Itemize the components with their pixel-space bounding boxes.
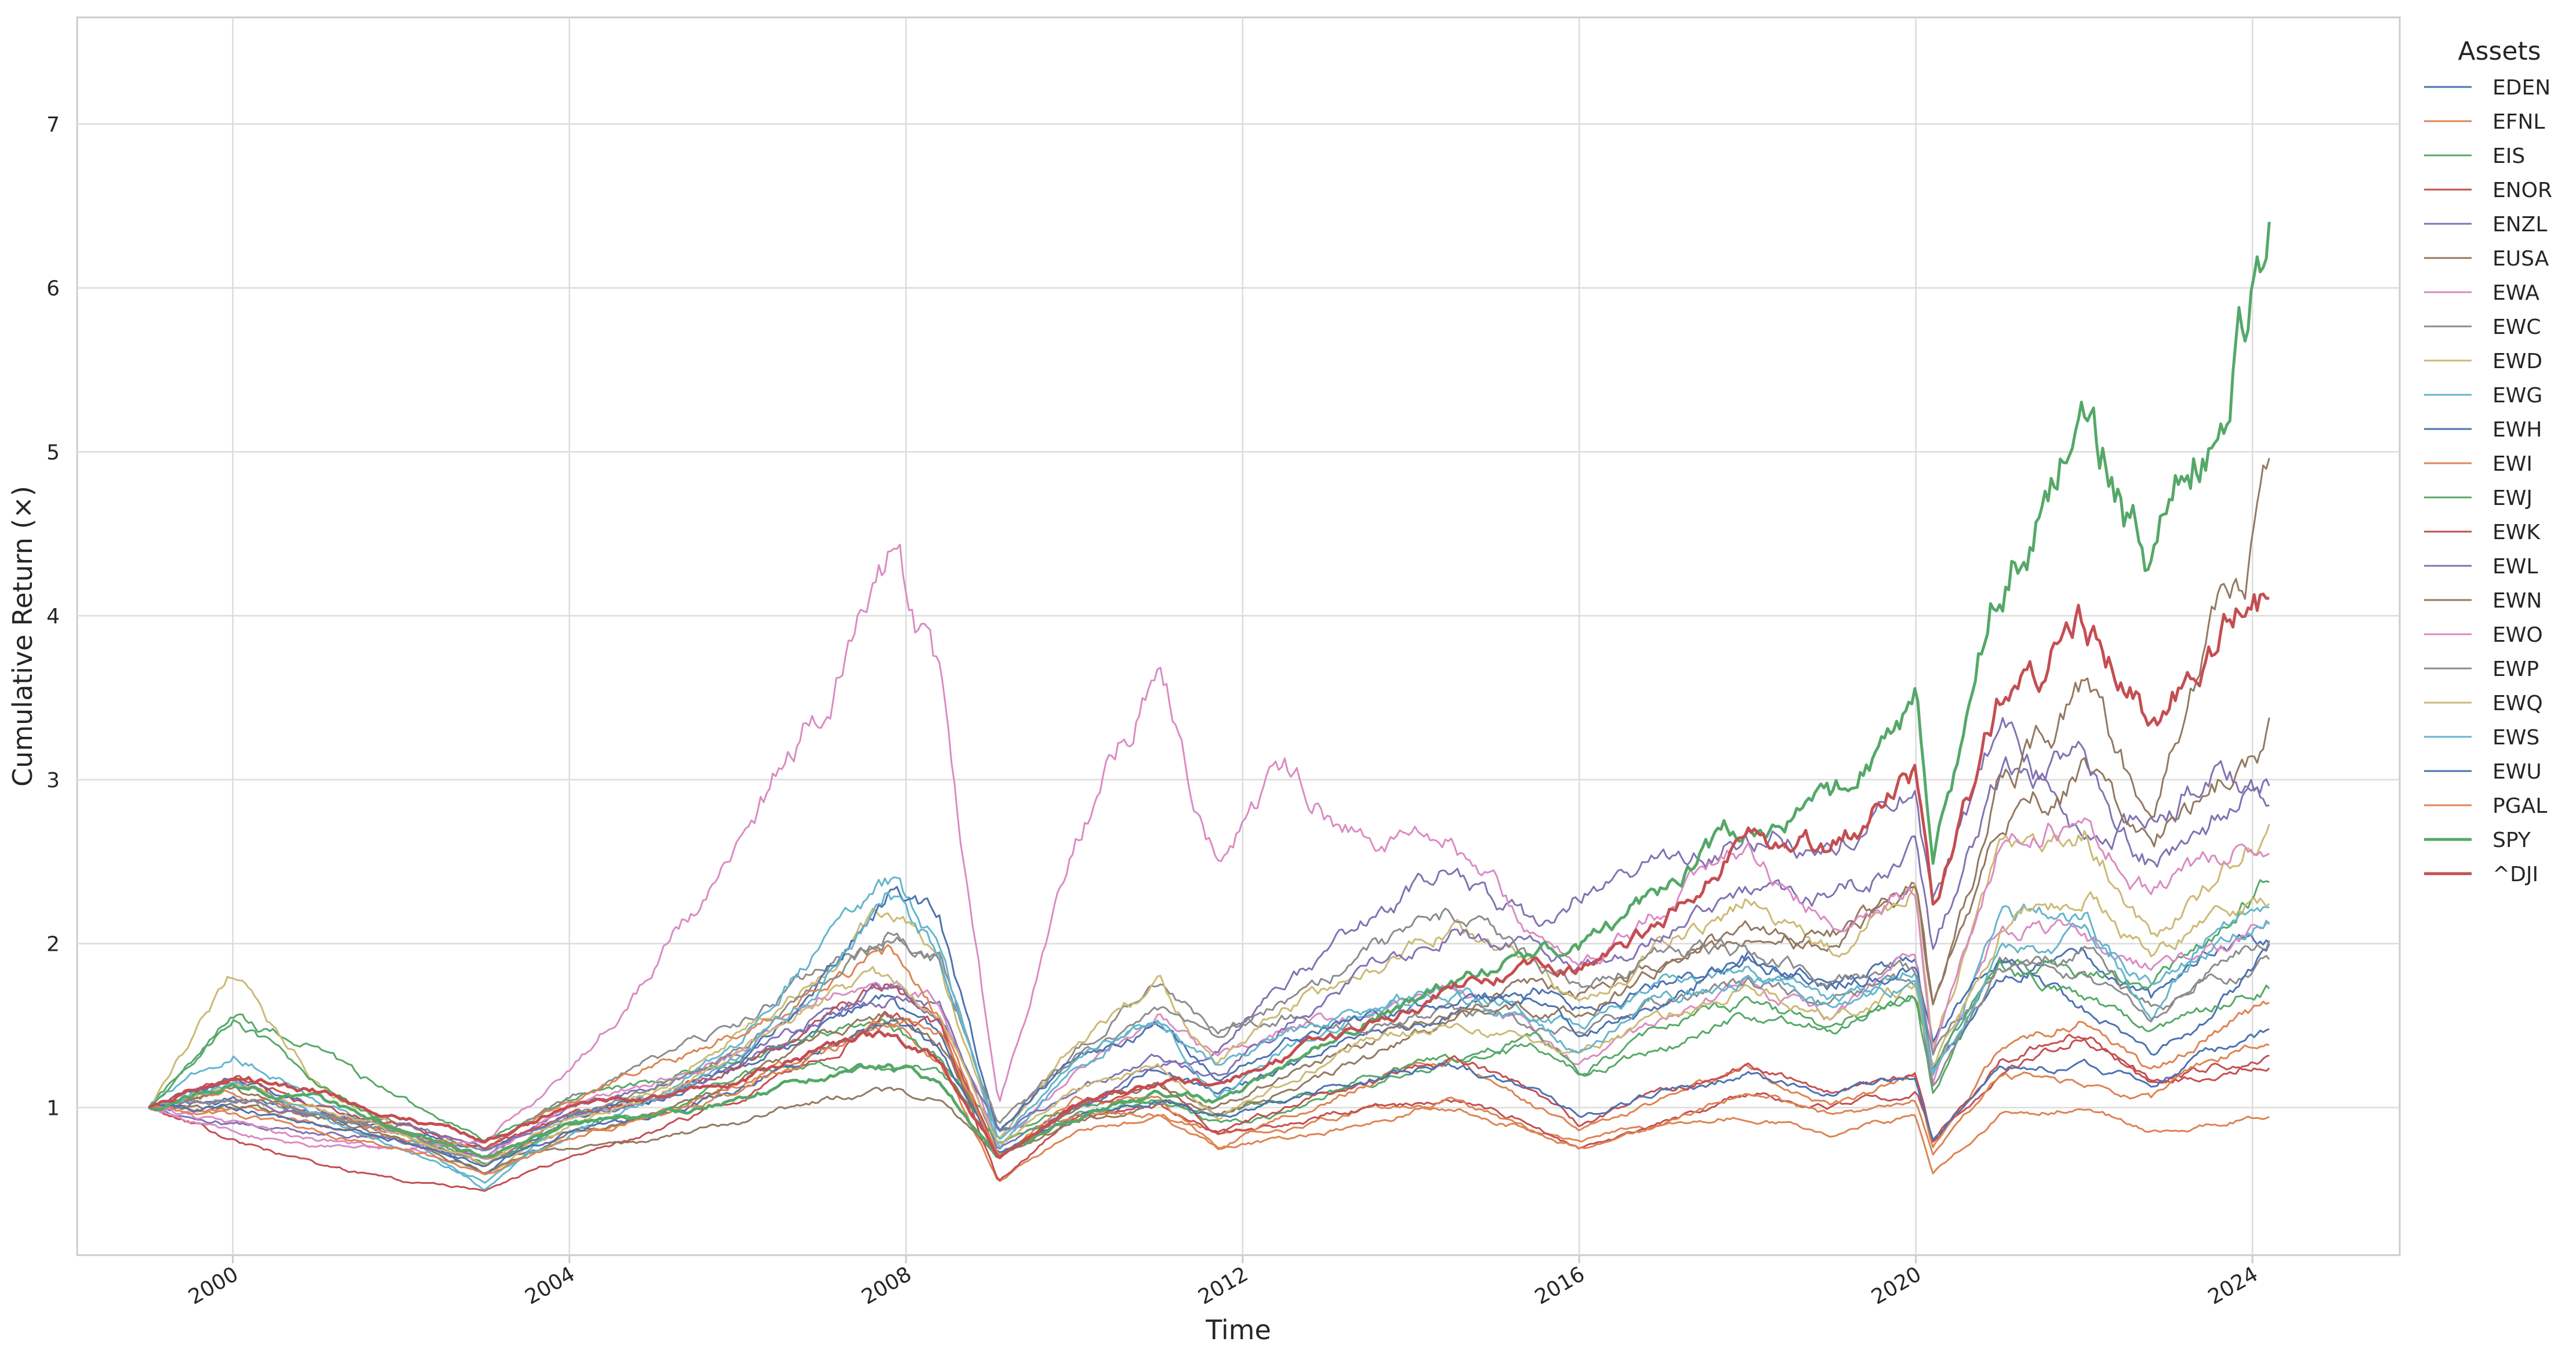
y-tick-label: 5 bbox=[46, 441, 60, 464]
legend-label: EWC bbox=[2492, 315, 2541, 339]
x-tick-label: 2012 bbox=[1194, 1262, 1252, 1309]
y-tick-label: 7 bbox=[46, 113, 60, 137]
legend-label: PGAL bbox=[2492, 794, 2547, 818]
legend-label: EWD bbox=[2492, 350, 2542, 373]
x-tick-label: 2020 bbox=[1867, 1262, 1925, 1309]
x-tick-label: 2016 bbox=[1531, 1262, 1589, 1309]
series-line-ewl bbox=[148, 740, 2270, 1151]
y-axis-ticks: 1 2 3 4 5 6 7 bbox=[46, 113, 60, 1121]
series-line-ewa bbox=[148, 919, 2270, 1160]
legend-label: EFNL bbox=[2492, 110, 2545, 134]
y-tick-label: 1 bbox=[46, 1096, 60, 1120]
grid-lines bbox=[77, 17, 2400, 1255]
legend-label: EWL bbox=[2492, 555, 2538, 579]
legend: Assets EDEN EFNL EIS ENOR ENZL EUSA EWA EWC EWD E… bbox=[2424, 37, 2552, 886]
x-axis-label: Time bbox=[1205, 1314, 1271, 1346]
legend-label: EWK bbox=[2492, 521, 2541, 544]
series-line-ewu bbox=[148, 1019, 2270, 1168]
series-line-ewk bbox=[148, 983, 2270, 1157]
x-tick-label: 2008 bbox=[858, 1262, 916, 1309]
series-line-ewo bbox=[148, 543, 2270, 1152]
legend-label: EWJ bbox=[2492, 486, 2533, 510]
y-tick-label: 4 bbox=[46, 605, 60, 628]
legend-label: EWO bbox=[2492, 623, 2543, 647]
legend-label: EWU bbox=[2492, 760, 2542, 784]
y-tick-label: 6 bbox=[46, 277, 60, 301]
y-axis-label: Cumulative Return (×) bbox=[7, 486, 38, 787]
series-line-spy bbox=[148, 221, 2271, 1159]
series-line-pgal bbox=[148, 1017, 2270, 1176]
y-tick-label: 3 bbox=[46, 769, 60, 792]
legend-label: EWP bbox=[2492, 657, 2539, 681]
series-lines bbox=[148, 221, 2271, 1192]
legend-label: EWA bbox=[2492, 281, 2539, 305]
series-line-ewh bbox=[148, 886, 2270, 1175]
legend-label: EIS bbox=[2492, 144, 2525, 168]
legend-label: EUSA bbox=[2492, 247, 2549, 271]
legend-label: ENOR bbox=[2492, 179, 2552, 202]
y-tick-label: 2 bbox=[46, 933, 60, 957]
series-line-dji bbox=[148, 592, 2270, 1159]
legend-title: Assets bbox=[2458, 37, 2541, 66]
legend-label: EWH bbox=[2492, 418, 2542, 442]
x-tick-label: 2024 bbox=[2204, 1262, 2262, 1309]
legend-label: EWI bbox=[2492, 452, 2533, 476]
series-line-ewq bbox=[148, 891, 2270, 1167]
legend-label: SPY bbox=[2492, 828, 2531, 852]
x-axis-ticks: 2000 2004 2008 2012 2016 2020 2024 bbox=[184, 1255, 2262, 1310]
legend-label: EDEN bbox=[2492, 76, 2550, 100]
x-tick-label: 2000 bbox=[184, 1262, 242, 1309]
legend-label: EWG bbox=[2492, 384, 2542, 408]
plot-area bbox=[76, 16, 2401, 1256]
series-line-ewd bbox=[148, 824, 2270, 1176]
series-line-ewg bbox=[148, 876, 2270, 1191]
legend-label: EWS bbox=[2492, 726, 2539, 750]
series-line-eis bbox=[148, 879, 2270, 1142]
legend-label: EWQ bbox=[2492, 692, 2543, 715]
legend-label: ^DJI bbox=[2492, 863, 2538, 886]
x-tick-label: 2004 bbox=[521, 1262, 579, 1309]
legend-label: EWN bbox=[2492, 589, 2542, 613]
legend-label: ENZL bbox=[2492, 213, 2547, 237]
